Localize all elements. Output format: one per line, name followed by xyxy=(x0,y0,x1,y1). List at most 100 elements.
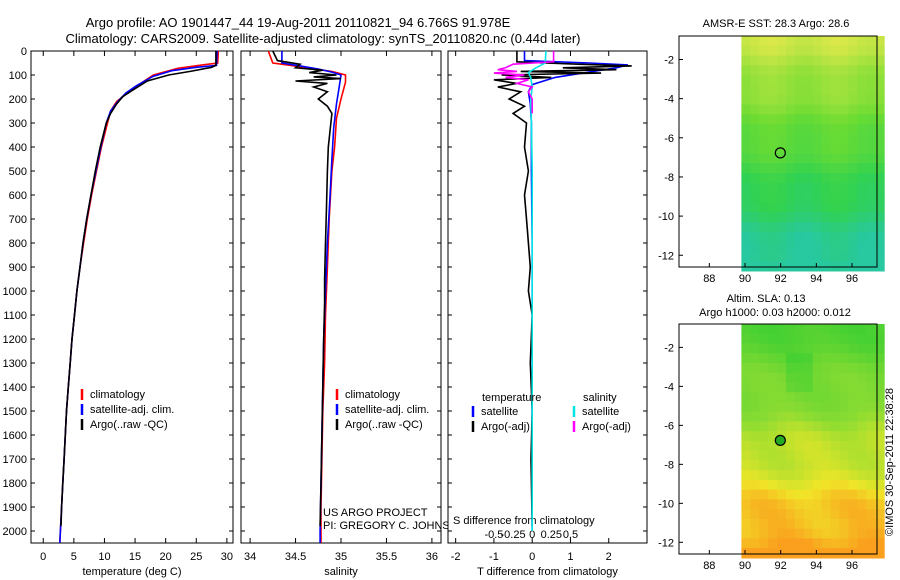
sst-map-cell xyxy=(866,163,876,174)
sla-map-cell xyxy=(741,324,751,335)
sst-map-cell xyxy=(741,143,751,155)
sla-map-cell xyxy=(875,548,885,559)
sla-map-cell xyxy=(777,509,787,520)
sla-map-cell xyxy=(812,509,823,520)
sst-map-cell xyxy=(777,75,787,86)
sst-map-cell xyxy=(866,104,876,115)
sst-map-cell xyxy=(768,84,778,96)
sla-map-cell xyxy=(812,392,823,403)
sla-map-cell xyxy=(786,343,796,354)
sst-map-cell xyxy=(839,202,849,213)
salinity-diff-tick-label: -0.25 xyxy=(501,529,526,541)
sla-map-cell xyxy=(857,392,867,403)
temperature-x-tick-label: 30 xyxy=(221,551,233,563)
sst-map-field xyxy=(741,36,885,272)
sst-map-cell xyxy=(857,231,867,243)
sst-map-cell xyxy=(830,133,841,145)
sla-map-cell xyxy=(839,450,849,461)
sla-map-cell xyxy=(759,548,769,559)
sst-map-cell xyxy=(768,241,778,252)
sst-map-title: AMSR-E SST: 28.3 Argo: 28.6 xyxy=(703,18,850,30)
sla-map-cell xyxy=(866,411,876,422)
difference-panel: -2 -1 0 1 2 -0.5-0.25 0 0.25 0.5 S difference fro… xyxy=(447,50,648,578)
sla-map-cell xyxy=(839,372,849,383)
sla-map-cell xyxy=(768,509,778,520)
sst-map-cell xyxy=(741,55,751,66)
sst-map-cell xyxy=(794,241,805,252)
sst-map-cell xyxy=(830,36,841,47)
sst-map-cell xyxy=(830,202,841,213)
sst-map-cell xyxy=(759,84,769,96)
sst-map-cell xyxy=(750,75,760,86)
sla-map-cell xyxy=(821,509,832,520)
sla-map-cell xyxy=(794,479,805,491)
sla-map-cell xyxy=(750,470,760,481)
sst-map-cell xyxy=(768,45,778,57)
sst-map-cell xyxy=(803,192,814,203)
sla-map-cell xyxy=(741,333,751,344)
sla-map-cell xyxy=(768,460,778,471)
sla-map-cell xyxy=(750,440,760,452)
sla-map-cell xyxy=(803,333,814,344)
sst-map-cell xyxy=(794,222,805,233)
sst-map-cell xyxy=(777,231,787,243)
sla-map-cell xyxy=(768,431,778,442)
sla-map-cell xyxy=(768,411,778,422)
sla-map-cell xyxy=(777,382,787,393)
sst-map-cell xyxy=(839,241,849,252)
sst-map-cell xyxy=(803,104,814,115)
sst-map-cell xyxy=(786,212,796,223)
sst-map-cell xyxy=(741,94,751,106)
sst-map-cell xyxy=(768,222,778,233)
sst-map-cell xyxy=(821,251,832,262)
sst-map-cell xyxy=(812,222,823,233)
sst-map-cell xyxy=(848,84,858,96)
sst-map-cell xyxy=(821,75,832,86)
sst-map-cell xyxy=(848,55,858,66)
sla-map-cell xyxy=(794,548,805,559)
sla-map-cell xyxy=(830,402,841,413)
sst-map-cell xyxy=(875,192,885,203)
sla-map-cell xyxy=(857,470,867,481)
sst-argo-marker xyxy=(774,147,786,159)
sla-map-cell xyxy=(812,333,823,344)
sst-map-cell xyxy=(857,222,867,233)
sla-map-cell xyxy=(759,363,769,374)
sla-map-cell xyxy=(839,333,849,344)
salinity-x-tick-label: 35 xyxy=(335,551,347,563)
sla-map-cell xyxy=(768,382,778,393)
sla-map-cell xyxy=(848,402,858,413)
sst-map-cell xyxy=(830,65,841,76)
sla-map-cell xyxy=(786,538,796,549)
sla-map-cell xyxy=(848,470,858,481)
sst-map-cell xyxy=(857,261,867,272)
sla-map-cell xyxy=(830,353,841,364)
sst-map-cell xyxy=(866,261,876,272)
sst-map-lon-label: 90 xyxy=(739,273,751,285)
sst-map-cell xyxy=(777,212,787,223)
sla-map-cell xyxy=(830,431,841,442)
sst-map-cell xyxy=(821,222,832,233)
sla-map-cell xyxy=(794,518,805,530)
sla-map-cell xyxy=(812,548,823,559)
sla-map-cell xyxy=(866,382,876,393)
sla-map-cell xyxy=(848,509,858,520)
sst-map-cell xyxy=(750,124,760,135)
sla-map-cell xyxy=(848,363,858,374)
sst-map-cell xyxy=(794,202,805,213)
sla-map-cell xyxy=(830,440,841,452)
sst-map-cell xyxy=(786,182,796,194)
sst-map-cell xyxy=(866,153,876,164)
sla-map-cell xyxy=(848,431,858,442)
sla-map-cell xyxy=(848,518,858,530)
sla-map-cell xyxy=(875,411,885,422)
sst-map-cell xyxy=(875,153,885,164)
sla-map-cell xyxy=(839,509,849,520)
sst-map-cell xyxy=(741,114,751,125)
sst-map-cell xyxy=(750,153,760,164)
sla-map-cell xyxy=(848,392,858,403)
sst-map-cell xyxy=(777,143,787,155)
sst-map-cell xyxy=(875,75,885,86)
sst-map-cell xyxy=(821,241,832,252)
salinity-legend-label: satellite-adj. clim. xyxy=(345,404,429,416)
